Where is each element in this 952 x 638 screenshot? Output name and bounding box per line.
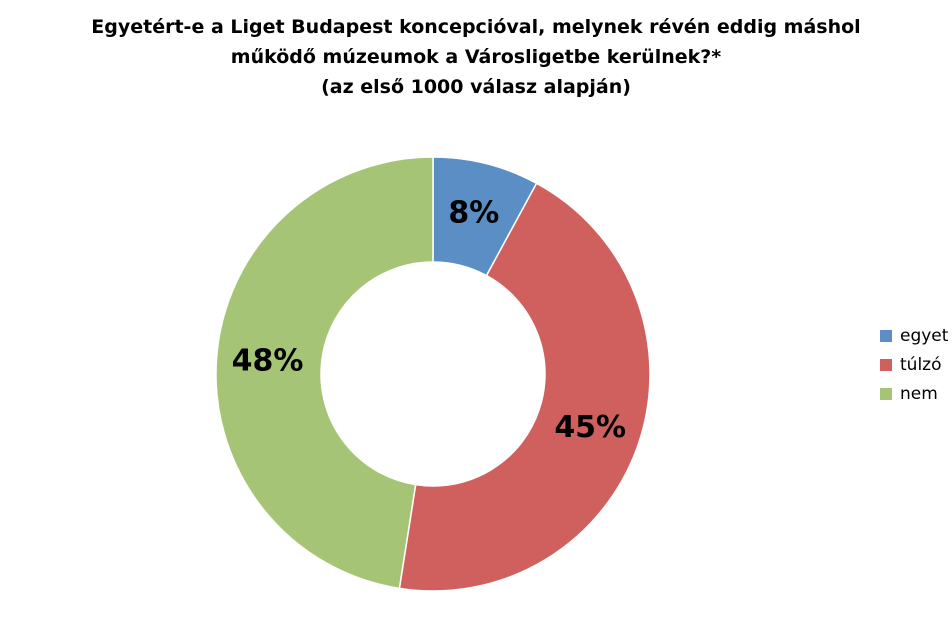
legend-swatch-egyet bbox=[880, 330, 892, 342]
donut-value-label-1: 45% bbox=[554, 410, 626, 445]
donut-value-label-2: 48% bbox=[232, 344, 304, 379]
legend-swatch-nem bbox=[880, 388, 892, 400]
chart-title-line-1: Egyetért-e a Liget Budapest koncepcióval… bbox=[91, 16, 861, 38]
chart-title-line-3: (az első 1000 válasz alapján) bbox=[321, 76, 631, 98]
legend-label-nem: nem bbox=[900, 384, 938, 404]
legend-label-tulzo: túlzó bbox=[900, 355, 942, 375]
chart-title-line-2: működő múzeumok a Városligetbe kerülnek?… bbox=[230, 46, 722, 68]
chart-title: Egyetért-e a Liget Budapest koncepcióval… bbox=[0, 12, 952, 102]
donut-value-label-0: 8% bbox=[448, 196, 499, 231]
donut-slices bbox=[215, 156, 651, 592]
donut-slice-2 bbox=[215, 156, 434, 590]
donut-value-labels: 8% 45% 48% bbox=[232, 196, 627, 445]
legend-swatch-tulzo bbox=[880, 359, 892, 371]
legend-label-egyet: egyet bbox=[900, 326, 949, 346]
donut-slice-1 bbox=[398, 182, 651, 592]
